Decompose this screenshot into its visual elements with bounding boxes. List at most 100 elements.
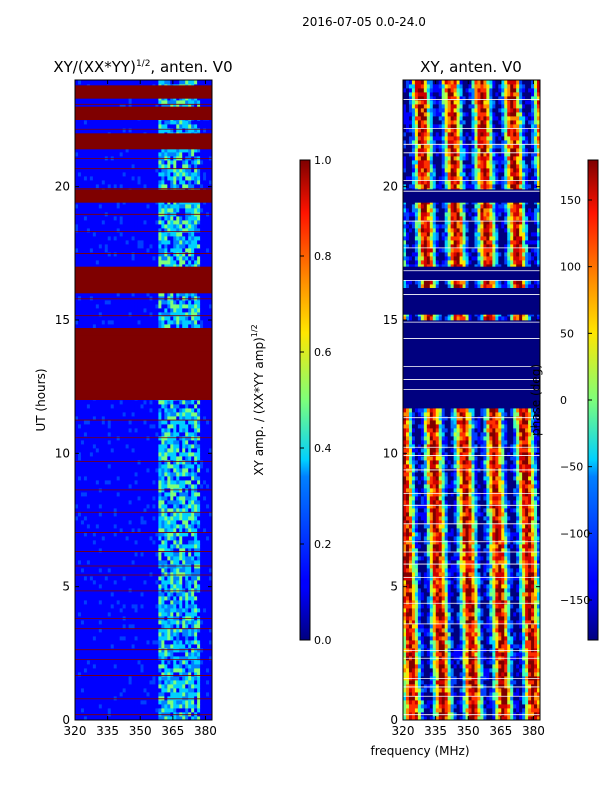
heatmap-cell xyxy=(80,416,85,421)
heatmap-cell xyxy=(206,660,210,665)
heatmap-cell xyxy=(98,452,103,457)
heatmap-cell xyxy=(134,540,138,545)
heatmap-cell xyxy=(143,644,147,649)
heatmap-cell xyxy=(77,632,82,637)
heatmap-cell xyxy=(92,444,97,449)
heatmap-cell xyxy=(149,424,153,429)
heatmap-cell xyxy=(116,648,121,653)
heatmap-cell xyxy=(149,708,153,713)
heatmap-cell xyxy=(107,304,112,309)
heatmap-cell xyxy=(113,572,118,577)
heatmap-cell xyxy=(149,452,153,457)
heatmap-cell xyxy=(128,432,132,437)
heatmap-cell xyxy=(98,404,103,409)
heatmap-cell xyxy=(146,400,150,405)
heatmap-cell xyxy=(116,660,121,665)
heatmap-cell xyxy=(92,644,97,649)
heatmap-cell xyxy=(113,504,118,509)
heatmap-cell xyxy=(107,592,112,597)
heatmap-cell xyxy=(200,716,204,720)
heatmap-cell xyxy=(182,604,186,609)
heatmap-cell xyxy=(116,704,121,709)
heatmap-cell xyxy=(209,568,212,573)
heatmap-cell xyxy=(101,684,106,689)
heatmap-cell xyxy=(185,440,189,445)
heatmap-cell xyxy=(83,640,88,645)
heatmap-cell xyxy=(170,572,174,577)
heatmap-cell xyxy=(110,620,115,625)
heatmap-cell xyxy=(143,680,147,685)
heatmap-cell xyxy=(131,544,135,549)
heatmap-cell xyxy=(134,624,138,629)
heatmap-cell xyxy=(110,660,115,665)
heatmap-cell xyxy=(101,496,106,501)
heatmap-cell xyxy=(92,708,97,713)
heatmap-cell xyxy=(161,676,165,681)
heatmap-cell xyxy=(110,640,115,645)
heatmap-cell xyxy=(191,696,195,701)
heatmap-cell xyxy=(77,580,82,585)
heatmap-cell xyxy=(116,600,121,605)
heatmap-cell xyxy=(104,436,109,441)
heatmap-cell xyxy=(104,708,109,713)
heatmap-cell xyxy=(122,676,127,681)
heatmap-cell xyxy=(113,660,118,665)
heatmap-cell xyxy=(188,436,192,441)
heatmap-cell xyxy=(164,604,168,609)
heatmap-cell xyxy=(191,704,195,709)
heatmap-cell xyxy=(86,596,91,601)
heatmap-cell xyxy=(167,516,171,521)
heatmap-cell xyxy=(191,296,195,301)
heatmap-cell xyxy=(110,664,115,669)
heatmap-cell xyxy=(131,652,135,657)
heatmap-cell xyxy=(110,592,115,597)
heatmap-cell xyxy=(188,408,192,413)
heatmap-cell xyxy=(119,696,124,701)
heatmap-cell xyxy=(113,604,118,609)
heatmap-cell xyxy=(86,712,91,717)
heatmap-cell xyxy=(152,460,156,465)
heatmap-cell xyxy=(155,636,159,641)
heatmap-cell xyxy=(200,648,204,653)
heatmap-cell xyxy=(203,608,207,613)
heatmap-cell xyxy=(113,496,118,501)
heatmap-cell xyxy=(191,648,195,653)
heatmap-cell xyxy=(158,412,162,417)
heatmap-cell xyxy=(122,444,127,449)
heatmap-cell xyxy=(206,636,210,641)
heatmap-cell xyxy=(83,480,88,485)
heatmap-cell xyxy=(209,400,212,405)
heatmap-cell xyxy=(158,684,162,689)
heatmap-cell xyxy=(155,436,159,441)
heatmap-cell xyxy=(179,632,183,637)
heatmap-cell xyxy=(92,712,97,717)
heatmap-cell xyxy=(92,500,97,505)
heatmap-cell xyxy=(149,648,153,653)
heatmap-cell xyxy=(128,440,132,445)
heatmap-cell xyxy=(179,576,183,581)
heatmap-cell xyxy=(173,620,177,625)
heatmap-cell xyxy=(170,436,174,441)
heatmap-cell xyxy=(194,436,198,441)
heatmap-cell xyxy=(131,516,135,521)
heatmap-cell xyxy=(122,412,127,417)
heatmap-cell xyxy=(200,496,204,501)
heatmap-cell xyxy=(80,304,85,309)
heatmap-cell xyxy=(188,688,192,693)
heatmap-cell xyxy=(194,608,198,613)
heatmap-cell xyxy=(119,668,124,673)
heatmap-cell xyxy=(176,452,180,457)
heatmap-cell xyxy=(128,664,132,669)
heatmap-cell xyxy=(203,408,207,413)
heatmap-cell xyxy=(170,464,174,469)
heatmap-cell xyxy=(116,588,121,593)
heatmap-cell xyxy=(89,632,94,637)
heatmap-cell xyxy=(203,620,207,625)
heatmap-cell xyxy=(185,560,189,565)
heatmap-cell xyxy=(92,472,97,477)
heatmap-cell xyxy=(125,712,130,717)
heatmap-cell xyxy=(182,684,186,689)
heatmap-cell xyxy=(98,292,103,297)
heatmap-cell xyxy=(86,436,91,441)
heatmap-cell xyxy=(110,400,115,405)
